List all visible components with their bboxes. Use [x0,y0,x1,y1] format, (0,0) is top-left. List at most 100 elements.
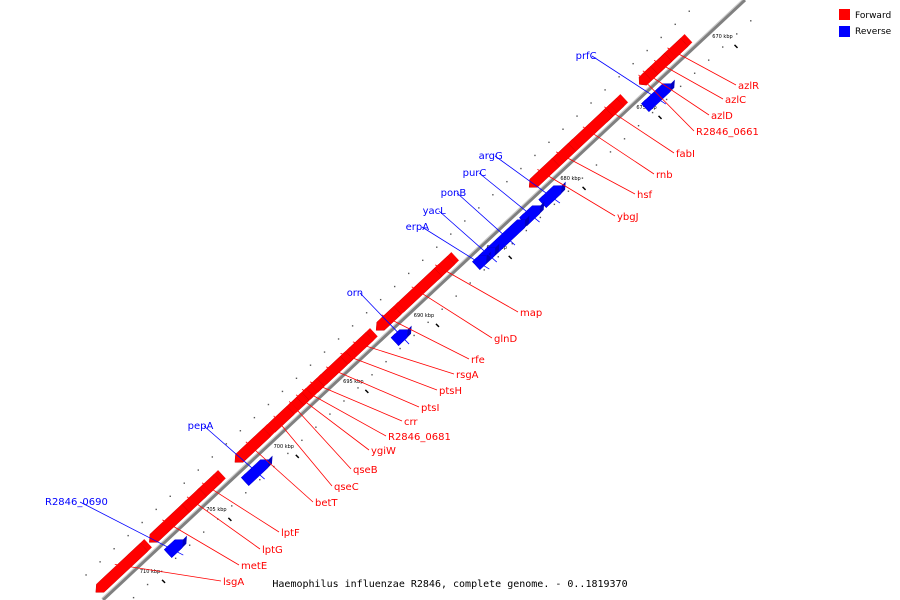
gene-label-text: crr [404,417,418,428]
tick-label: 670 kbp [712,34,732,40]
minor-tick-dot [576,115,578,117]
gene-label-mete: metE [162,519,267,572]
minor-tick-dot [665,98,668,101]
gene-r2846-0690[interactable] [163,535,187,559]
gene-label-pepa: pepA [188,421,265,480]
gene-label-r2846-0681: R2846_0681 [301,388,451,443]
gene-label-glnd: glnD [411,286,517,345]
minor-tick-dot [469,282,471,284]
gene-label-ponb: ponB [441,188,516,246]
gene-mete[interactable] [149,500,194,543]
major-tick [733,44,739,49]
minor-tick-dot [351,325,354,327]
minor-tick-dot [604,89,606,91]
minor-tick-dot [211,456,214,458]
gene-label-text: betT [315,498,338,509]
gene-label-rsga: rsgA [352,341,479,381]
gene-label-text: R2846_0690 [45,497,108,508]
backbone-shadow [101,0,743,599]
gene-label-rnb: rnb [582,126,673,181]
minor-tick-dot [595,164,598,166]
label-leader-line [494,155,561,204]
minor-tick-dot [408,272,410,275]
gene-label-r2846-0690: R2846_0690 [45,497,184,556]
minor-tick-dot [385,360,387,363]
gene-ptsi[interactable] [318,352,353,385]
gene-label-text: glnD [494,334,517,345]
minor-tick-dot [590,102,592,104]
gene-label-azlr: azlR [667,47,759,92]
gene-body [240,459,269,487]
minor-tick-dot [239,430,242,432]
minor-tick-dot [146,583,149,586]
label-leader-line [295,394,370,451]
label-leader-line [352,341,455,375]
gene-label-text: ptsH [439,386,462,397]
gene-lsga[interactable] [95,539,152,593]
gene-pepa[interactable] [240,455,273,487]
minor-tick-dot [674,23,676,26]
tick-label: 680 kbp [560,176,580,182]
legend-reverse-label: Reverse [855,27,892,37]
minor-tick-dot [534,154,536,157]
gene-argg[interactable] [538,181,566,209]
label-leader-line [325,366,420,408]
gene-body [234,427,272,463]
minor-tick-dot [478,207,480,209]
gene-rfe[interactable] [375,302,406,331]
label-leader-line [411,286,493,339]
label-leader-line [359,292,410,345]
minor-tick-dot [646,49,648,52]
minor-tick-dot [567,190,570,192]
major-tick [227,517,232,522]
gene-label-text: R2846_0661 [696,127,759,138]
minor-tick-dot [225,443,228,445]
gene-label-text: ygiW [371,446,396,457]
gene-label-crr: crr [309,381,418,428]
gene-side-face [524,215,530,228]
gene-label-rfe: rfe [381,314,485,366]
minor-tick-dot [660,36,662,39]
gene-label-text: qseB [353,465,378,476]
gene-label-azlc: azlC [653,60,746,106]
gene-label-text: lptF [281,528,300,539]
gene-label-r2846-0661: R2846_0661 [638,74,759,138]
tick-label: 705 kbp [206,507,226,513]
gene-glnd[interactable] [395,264,447,313]
minor-tick-dot [427,321,429,324]
minor-tick-dot [436,246,438,248]
minor-tick-dot [455,295,457,297]
label-leader-line [114,563,222,582]
gene-label-lptg: lptG [186,496,283,556]
minor-tick-dot [202,531,205,533]
gene-label-text: fabI [676,149,695,160]
label-leader-line [582,126,655,175]
minor-tick-dot [99,561,101,563]
minor-tick-dot [315,426,317,428]
legend-forward-label: Forward [855,11,891,21]
genome-backbone [101,0,747,600]
gene-body [95,542,149,593]
gene-label-text: map [520,308,542,319]
label-leader-line [667,47,737,86]
gene-ybgj[interactable] [528,154,564,188]
gene-body [390,329,408,347]
minor-tick-dot [441,308,443,310]
gene-label-orn: orn [347,288,410,345]
minor-tick-dot [651,111,654,114]
minor-tick-dot [323,351,326,353]
minor-tick-dot [301,439,303,442]
legend-reverse-swatch [839,26,850,37]
gene-orn[interactable] [390,325,412,347]
gene-bett[interactable] [234,424,275,463]
gene-qsec[interactable] [266,402,299,433]
gene-label-text: prfC [576,51,597,62]
minor-tick-dot [399,347,401,350]
minor-tick-dot [253,416,256,419]
gene-label-map: map [435,264,542,319]
gene-label-prfc: prfC [576,51,667,105]
label-leader-line [309,381,403,422]
gene-label-yacl: yacL [423,206,498,263]
minor-tick-dot [548,141,550,144]
gene-label-text: lptG [262,545,283,556]
